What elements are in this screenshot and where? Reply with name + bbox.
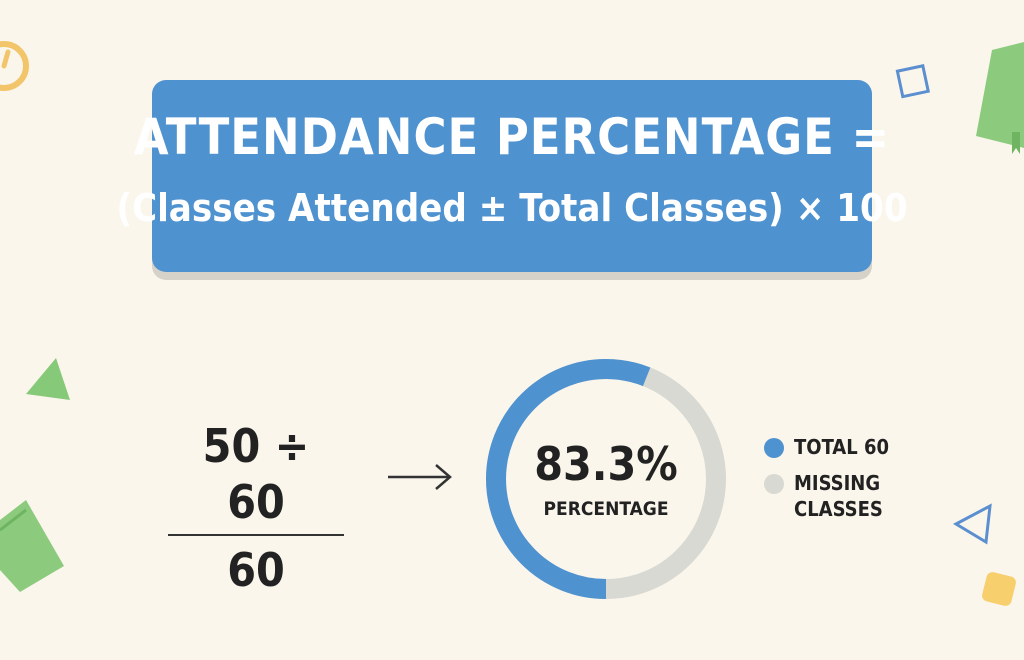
triangle-icon [26,358,70,400]
legend-item-missing: MISSING CLASSES [764,470,894,522]
example-fraction: 50 ÷ 60 60 [168,418,344,598]
legend-label-total: TOTAL 60 [794,435,889,459]
formula-expression: (Classes Attended ± Total Classes) × 100 [116,186,908,230]
book-icon [976,42,1024,154]
legend-dot-missing [764,474,784,494]
donut-percentage-label: PERCENTAGE [543,498,669,520]
sticky-note-icon [982,572,1016,606]
square-outline-icon [895,64,931,99]
arrow-right-icon [388,464,452,490]
fraction-numerator: 50 ÷ 60 [202,419,310,529]
formula-title: ATTENDANCE PERCENTAGE = [133,108,891,166]
fraction-bar [168,534,344,536]
legend-item-total: TOTAL 60 [764,434,889,460]
donut-percentage-value: 83.3% [534,437,678,491]
legend-dot-total [764,438,784,458]
book-icon [0,500,64,592]
donut-attended-arc [486,359,726,599]
attendance-donut [486,359,726,599]
formula-banner [152,80,872,272]
legend-label-missing: MISSING CLASSES [794,471,883,521]
triangle-outline-icon [952,503,992,545]
fraction-denominator: 60 [227,543,285,597]
clock-icon [0,41,29,91]
